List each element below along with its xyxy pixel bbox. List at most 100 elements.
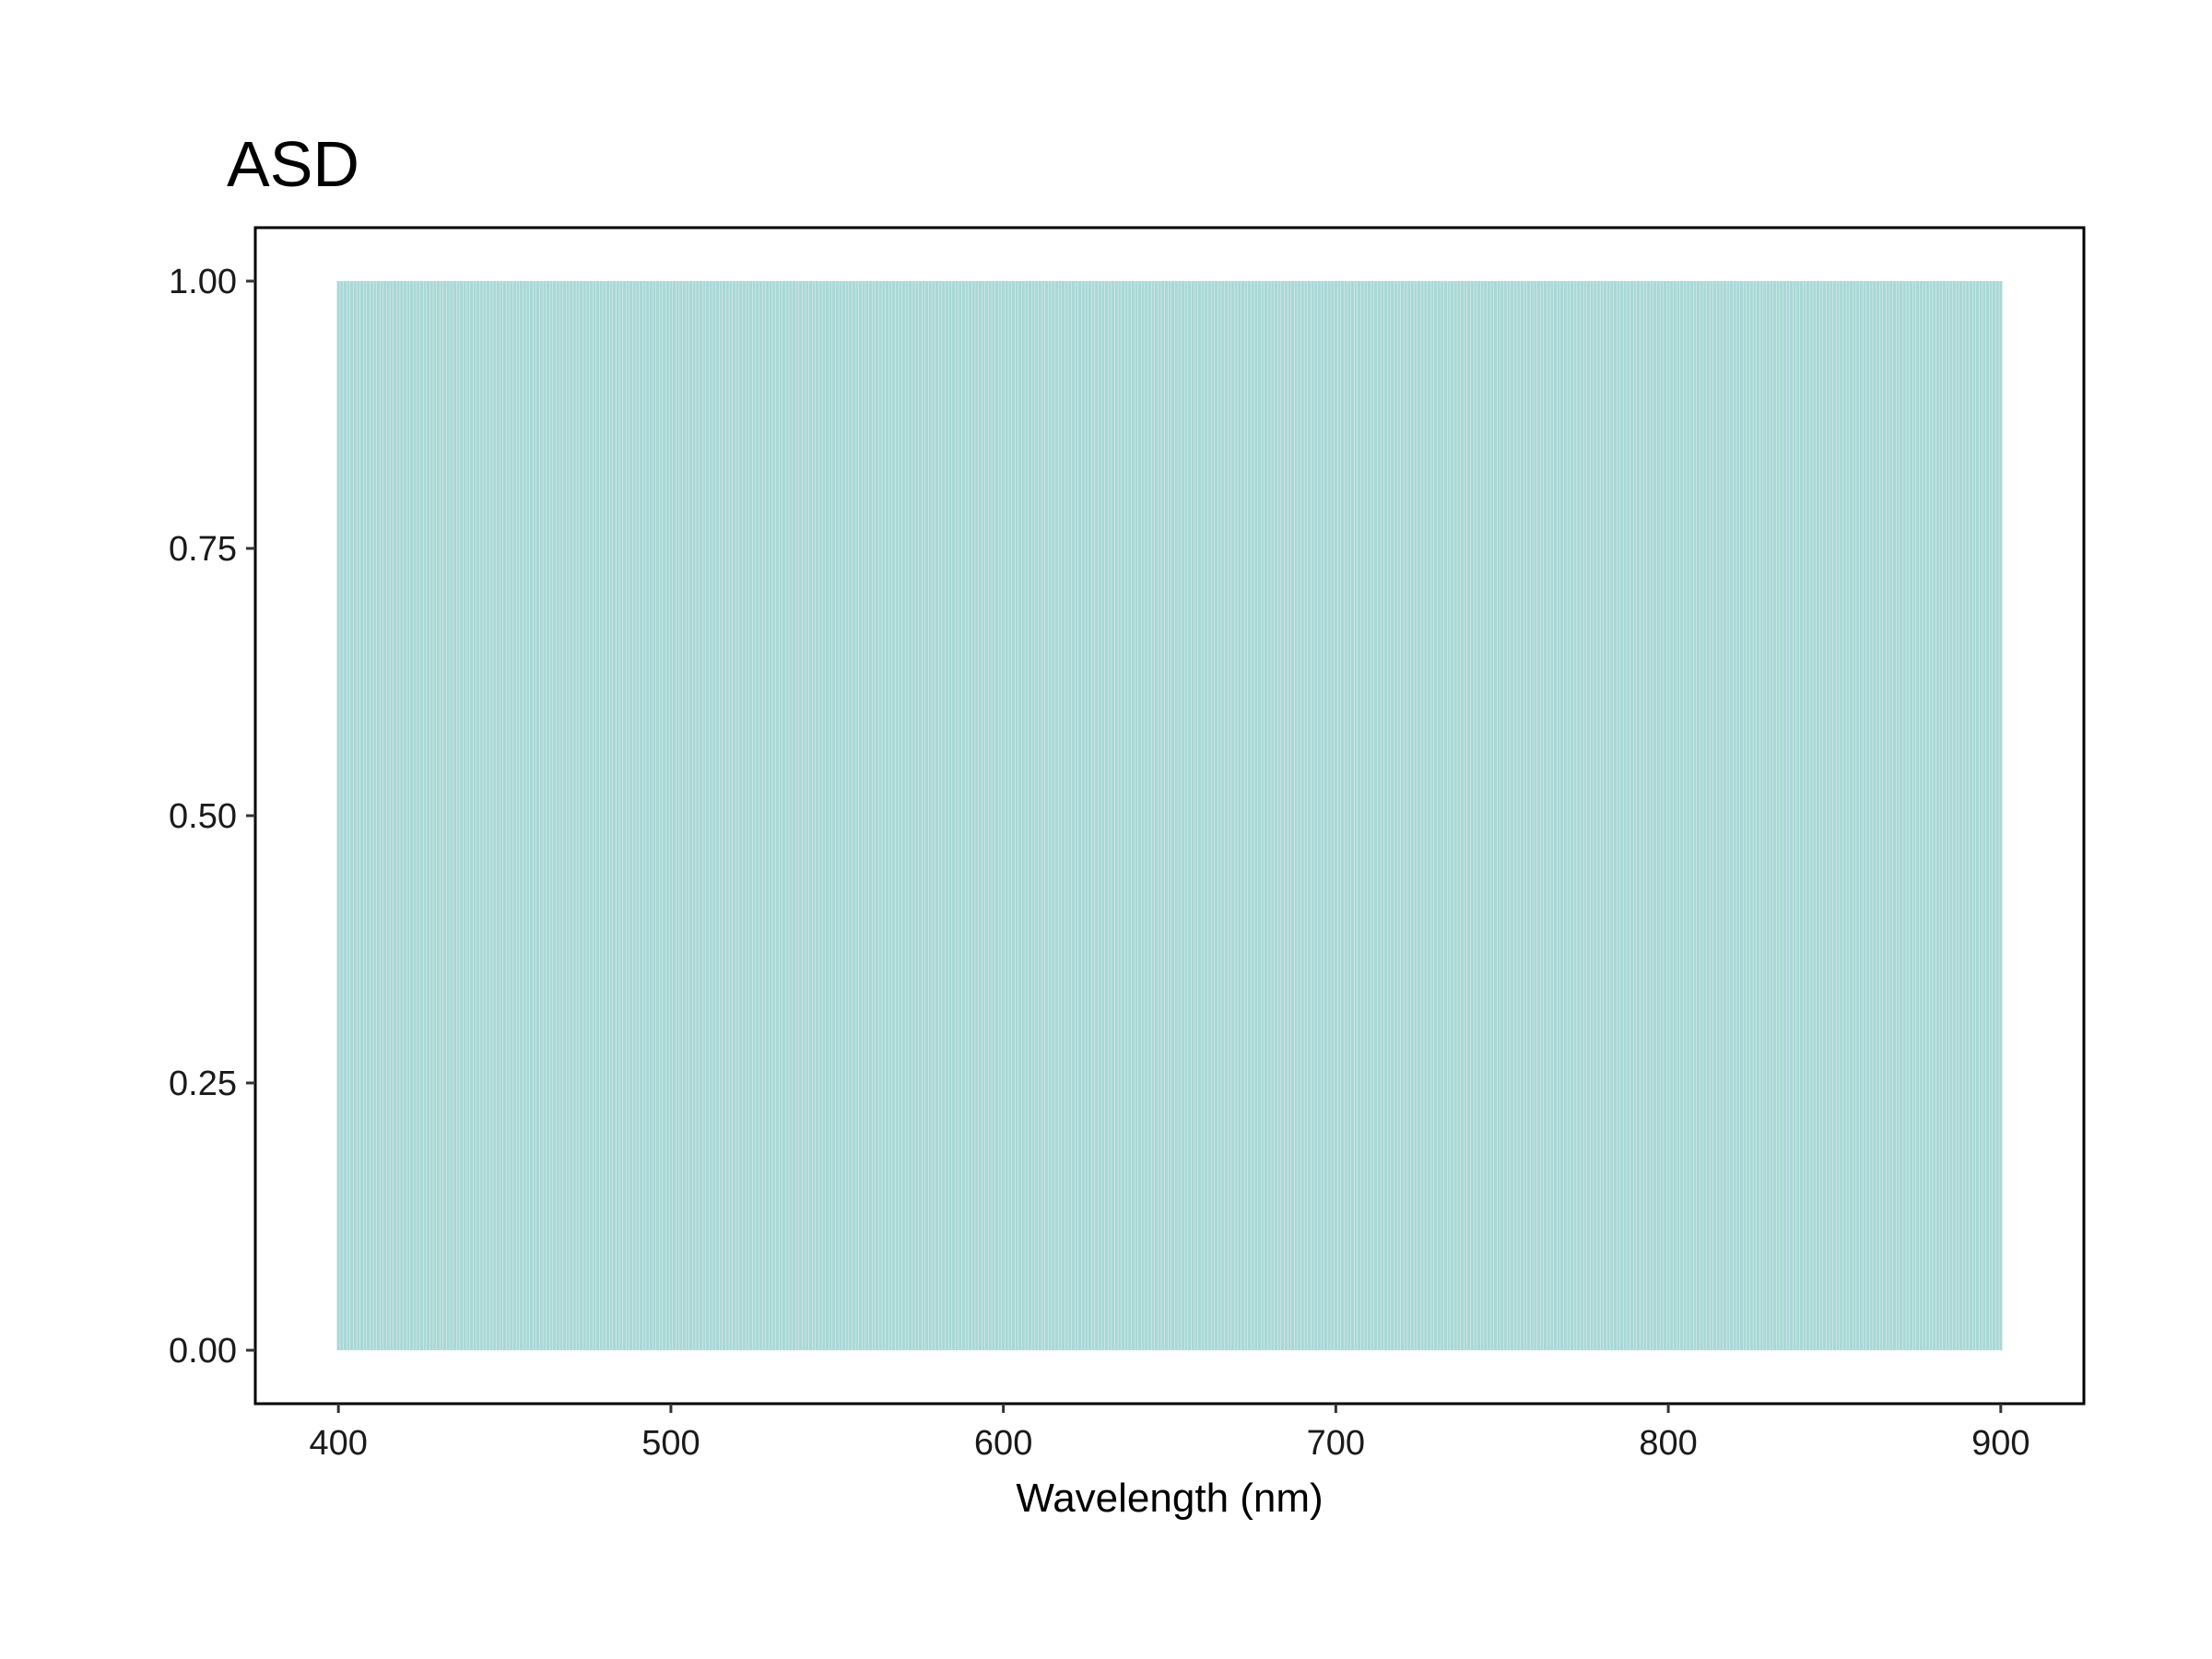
bar-634	[1114, 281, 1118, 1350]
bar-628	[1095, 281, 1099, 1350]
bar-728	[1427, 281, 1430, 1350]
bar-441	[473, 281, 477, 1350]
bar-890	[1966, 281, 1970, 1350]
bar-843	[1809, 281, 1813, 1350]
bar-715	[1383, 281, 1388, 1350]
bar-421	[406, 281, 410, 1350]
bar-596	[988, 281, 992, 1350]
bar-732	[1441, 281, 1444, 1350]
bar-852	[1840, 281, 1843, 1350]
bar-623	[1077, 281, 1082, 1350]
bar-878	[1925, 281, 1930, 1350]
bar-825	[1749, 281, 1753, 1350]
bar-562	[875, 281, 879, 1350]
bar-744	[1480, 281, 1484, 1350]
bar-800	[1666, 281, 1670, 1350]
bar-638	[1128, 281, 1132, 1350]
bar-686	[1288, 281, 1291, 1350]
bar-631	[1104, 281, 1109, 1350]
bar-784	[1613, 281, 1617, 1350]
bar-718	[1394, 281, 1397, 1350]
bar-461	[539, 281, 543, 1350]
bar-444	[483, 281, 487, 1350]
bar-786	[1619, 281, 1624, 1350]
bar-749	[1497, 281, 1500, 1350]
bar-486	[622, 281, 627, 1350]
bar-612	[1041, 281, 1045, 1350]
bar-708	[1360, 281, 1364, 1350]
bar-721	[1404, 281, 1407, 1350]
bar-487	[626, 281, 629, 1350]
bar-830	[1766, 281, 1770, 1350]
bar-851	[1836, 281, 1840, 1350]
bar-834	[1780, 281, 1783, 1350]
bar-880	[1933, 281, 1936, 1350]
bar-694	[1314, 281, 1318, 1350]
bar-521	[739, 281, 743, 1350]
bar-644	[1147, 281, 1151, 1350]
bar-660	[1201, 281, 1205, 1350]
bar-609	[1031, 281, 1035, 1350]
bar-769	[1563, 281, 1567, 1350]
bar-554	[849, 281, 853, 1350]
bar-724	[1414, 281, 1418, 1350]
bar-535	[785, 281, 789, 1350]
bar-837	[1789, 281, 1794, 1350]
bar-711	[1371, 281, 1374, 1350]
bar-785	[1617, 281, 1620, 1350]
bar-814	[1712, 281, 1717, 1350]
bar-879	[1929, 281, 1933, 1350]
bar-639	[1131, 281, 1135, 1350]
bar-400	[336, 281, 340, 1350]
bar-720	[1400, 281, 1405, 1350]
bar-875	[1916, 281, 1920, 1350]
bar-821	[1736, 281, 1740, 1350]
bar-408	[363, 281, 367, 1350]
bar-477	[593, 281, 596, 1350]
bar-669	[1230, 281, 1235, 1350]
bar-508	[696, 281, 700, 1350]
bar-864	[1879, 281, 1883, 1350]
bar-529	[765, 281, 770, 1350]
bar-568	[895, 281, 899, 1350]
bar-898	[1992, 281, 1996, 1350]
y-tick-label: 1.00	[169, 263, 237, 301]
bar-695	[1317, 281, 1321, 1350]
x-tick-label: 500	[641, 1424, 700, 1463]
bar-681	[1271, 281, 1275, 1350]
bar-674	[1247, 281, 1252, 1350]
bar-425	[419, 281, 423, 1350]
bar-580	[935, 281, 939, 1350]
bar-589	[965, 281, 969, 1350]
bar-472	[576, 281, 580, 1350]
bar-778	[1594, 281, 1597, 1350]
bar-417	[393, 281, 397, 1350]
bar-559	[865, 281, 869, 1350]
bar-790	[1633, 281, 1637, 1350]
bar-874	[1912, 281, 1916, 1350]
bar-842	[1806, 281, 1810, 1350]
bar-437	[460, 281, 464, 1350]
bar-488	[629, 281, 633, 1350]
bar-759	[1530, 281, 1534, 1350]
bar-702	[1340, 281, 1345, 1350]
bar-633	[1112, 281, 1115, 1350]
bar-754	[1513, 281, 1517, 1350]
bar-835	[1783, 281, 1786, 1350]
bar-664	[1214, 281, 1218, 1350]
bar-776	[1586, 281, 1591, 1350]
bar-811	[1703, 281, 1707, 1350]
bar-627	[1091, 281, 1095, 1350]
bar-546	[822, 281, 826, 1350]
bar-642	[1141, 281, 1145, 1350]
bar-883	[1942, 281, 1947, 1350]
bar-407	[359, 281, 364, 1350]
bar-755	[1517, 281, 1521, 1350]
bar-479	[599, 281, 603, 1350]
bar-413	[380, 281, 383, 1350]
bar-670	[1234, 281, 1238, 1350]
bar-603	[1011, 281, 1016, 1350]
bar-573	[912, 281, 915, 1350]
bar-423	[413, 281, 417, 1350]
bar-678	[1261, 281, 1265, 1350]
